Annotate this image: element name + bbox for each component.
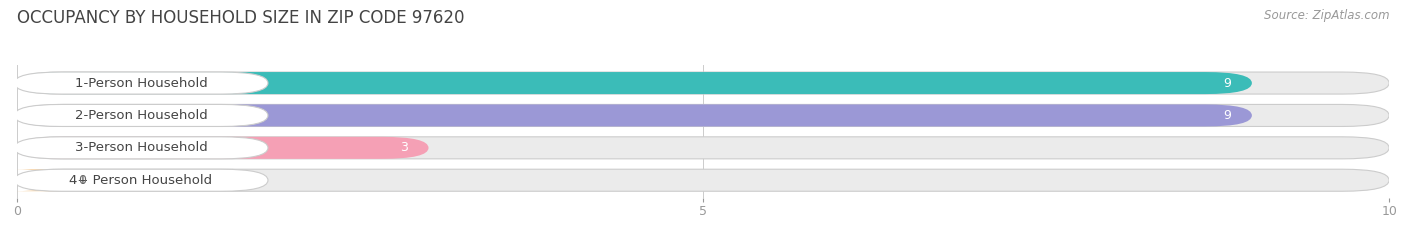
- Text: 3-Person Household: 3-Person Household: [75, 141, 208, 154]
- Text: Source: ZipAtlas.com: Source: ZipAtlas.com: [1264, 9, 1389, 22]
- Text: OCCUPANCY BY HOUSEHOLD SIZE IN ZIP CODE 97620: OCCUPANCY BY HOUSEHOLD SIZE IN ZIP CODE …: [17, 9, 464, 27]
- Text: 2-Person Household: 2-Person Household: [75, 109, 208, 122]
- Text: 9: 9: [1223, 77, 1232, 89]
- FancyBboxPatch shape: [17, 137, 429, 159]
- Text: 3: 3: [401, 141, 408, 154]
- FancyBboxPatch shape: [11, 169, 63, 191]
- Text: 4+ Person Household: 4+ Person Household: [69, 174, 212, 187]
- Text: 1-Person Household: 1-Person Household: [75, 77, 208, 89]
- FancyBboxPatch shape: [17, 104, 1389, 127]
- FancyBboxPatch shape: [14, 72, 269, 94]
- FancyBboxPatch shape: [14, 169, 269, 191]
- FancyBboxPatch shape: [17, 104, 1251, 127]
- FancyBboxPatch shape: [14, 104, 269, 127]
- FancyBboxPatch shape: [17, 137, 1389, 159]
- FancyBboxPatch shape: [17, 72, 1251, 94]
- Text: 9: 9: [1223, 109, 1232, 122]
- FancyBboxPatch shape: [14, 137, 269, 159]
- FancyBboxPatch shape: [17, 72, 1389, 94]
- FancyBboxPatch shape: [17, 169, 1389, 191]
- Text: 0: 0: [79, 174, 87, 187]
